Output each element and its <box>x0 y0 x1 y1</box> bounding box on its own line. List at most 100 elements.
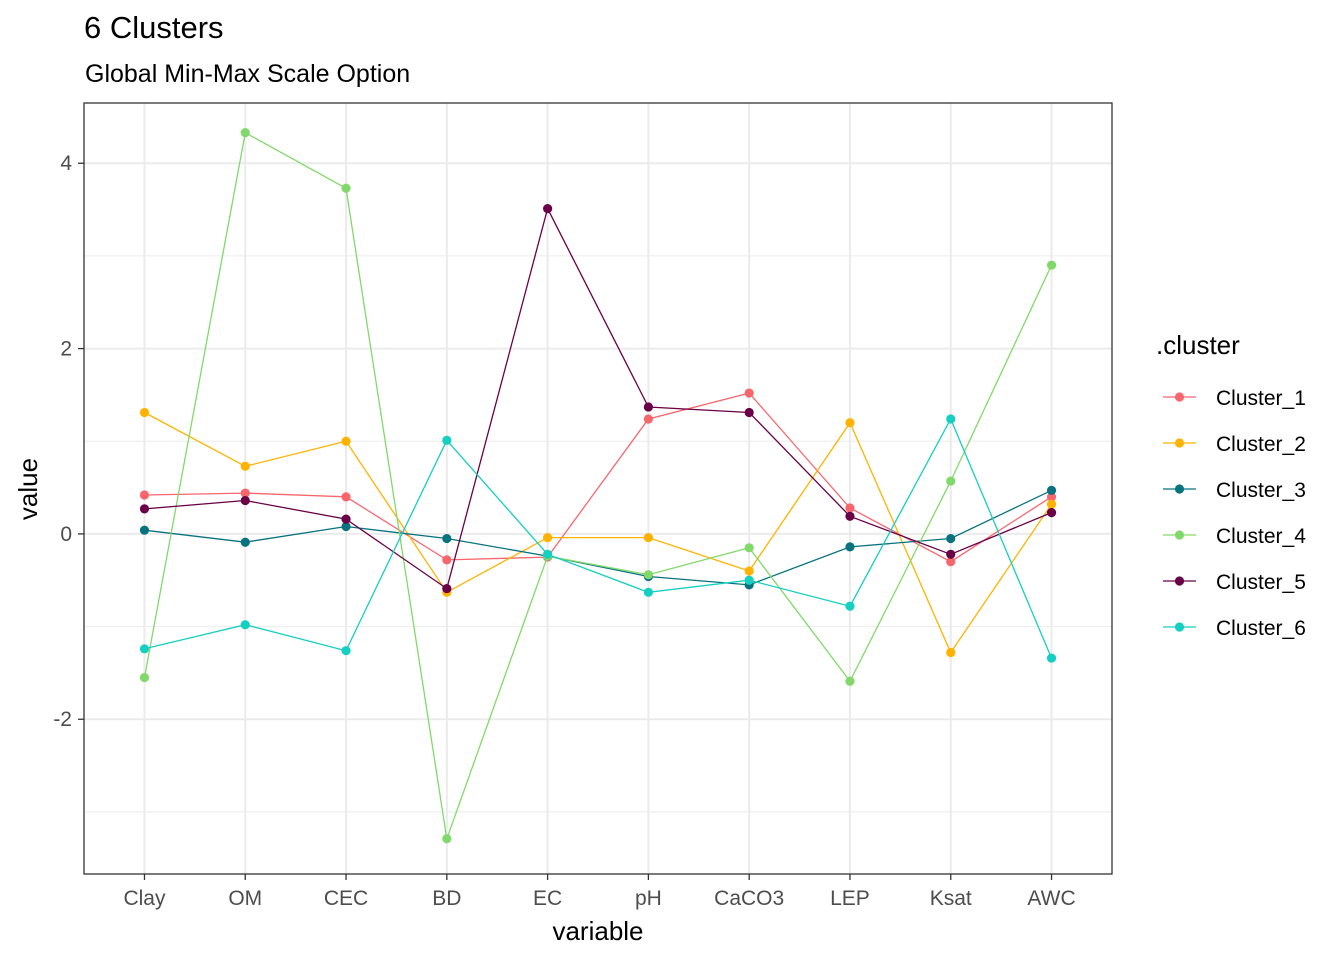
data-point <box>442 555 452 565</box>
legend-point <box>1174 576 1185 586</box>
series-line <box>144 417 1053 659</box>
x-tick-label: Ksat <box>930 887 972 910</box>
data-point <box>845 511 855 521</box>
legend-item-cluster-2: Cluster_2 <box>1163 433 1306 456</box>
plot-border <box>83 102 1113 875</box>
data-point <box>139 490 150 500</box>
series-cluster-5 <box>139 204 1057 594</box>
chart-subtitle: Global Min-Max Scale Option <box>85 60 411 88</box>
data-point <box>240 495 250 506</box>
data-point <box>341 183 351 193</box>
x-tick-label: Clay <box>123 887 166 910</box>
data-point <box>1046 485 1057 495</box>
data-point <box>240 461 250 471</box>
data-point <box>643 570 653 580</box>
data-point <box>845 542 855 552</box>
x-tick-label: CEC <box>324 887 368 910</box>
data-point <box>543 204 553 214</box>
grid-lines <box>84 103 1112 874</box>
x-tick-label: OM <box>228 887 262 910</box>
data-point <box>1046 507 1057 518</box>
data-point <box>139 407 150 418</box>
data-point <box>643 587 653 597</box>
data-point <box>946 414 956 424</box>
data-point <box>744 566 754 576</box>
chart-title: 6 Clusters <box>84 10 224 45</box>
series-cluster-4 <box>139 128 1057 844</box>
data-point <box>442 583 452 594</box>
legend-item-cluster-4: Cluster_4 <box>1163 525 1306 548</box>
data-point <box>543 549 553 559</box>
x-axis-title: variable <box>552 916 643 946</box>
data-point <box>341 521 351 532</box>
data-point <box>744 575 754 585</box>
series-cluster-6 <box>139 414 1057 663</box>
data-point <box>845 503 855 513</box>
data-point <box>1046 260 1057 270</box>
series-line <box>143 131 1053 840</box>
legend-item-cluster-3: Cluster_3 <box>1163 479 1306 502</box>
series-layer <box>139 128 1057 844</box>
data-point <box>240 128 250 138</box>
axes: -2 0 2 4 Clay OM CEC BD EC pH CaCO3 LEP Ksat AWC <box>53 152 1075 910</box>
data-point <box>442 435 452 445</box>
legend-item-cluster-1: Cluster_1 <box>1163 387 1306 410</box>
data-point <box>1046 653 1057 663</box>
series-cluster-2 <box>139 407 1057 658</box>
legend-point <box>1174 438 1185 448</box>
y-tick-label: 2 <box>60 338 72 361</box>
data-point <box>341 436 351 446</box>
data-point <box>341 514 351 524</box>
y-axis-title: value <box>13 458 43 520</box>
data-point <box>341 492 351 502</box>
data-point <box>845 676 855 686</box>
data-point <box>442 533 452 544</box>
legend-title: .cluster <box>1156 330 1240 360</box>
data-point <box>643 533 653 543</box>
data-point <box>946 549 956 559</box>
legend-label: Cluster_3 <box>1216 479 1306 502</box>
y-tick-label: -2 <box>53 708 72 731</box>
data-point <box>1046 499 1057 509</box>
y-tick-label: 4 <box>60 152 72 175</box>
series-line <box>144 489 1052 586</box>
x-tick-label: LEP <box>830 887 870 910</box>
legend-label: Cluster_2 <box>1216 433 1306 456</box>
legend-label: Cluster_5 <box>1216 571 1306 594</box>
legend-item-cluster-5: Cluster_5 <box>1163 571 1306 594</box>
data-point <box>946 647 956 658</box>
x-tick-label: pH <box>635 887 662 910</box>
data-point <box>946 557 956 567</box>
x-tick-label: CaCO3 <box>714 887 784 910</box>
data-point <box>543 533 553 543</box>
legend-label: Cluster_6 <box>1216 617 1306 640</box>
data-point <box>643 402 653 412</box>
legend-point <box>1174 392 1185 402</box>
y-tick-label: 0 <box>60 523 72 546</box>
data-point <box>139 644 150 654</box>
data-point <box>240 537 250 547</box>
data-point <box>240 488 250 498</box>
data-point <box>442 834 452 844</box>
data-point <box>240 620 250 630</box>
series-line <box>144 206 1052 590</box>
x-tick-label: AWC <box>1027 887 1075 910</box>
data-point <box>744 543 754 553</box>
legend: .cluster Cluster_1 Cluster_2 Cluster_3 Clus… <box>1156 330 1306 640</box>
data-point <box>643 414 653 424</box>
legend-item-cluster-6: Cluster_6 <box>1163 617 1306 640</box>
data-point <box>946 476 956 486</box>
data-point <box>744 407 754 418</box>
data-point <box>946 533 956 544</box>
data-point <box>341 646 351 656</box>
data-point <box>139 504 150 514</box>
data-point <box>139 525 150 535</box>
legend-point <box>1174 530 1185 540</box>
data-point <box>744 388 754 398</box>
legend-label: Cluster_1 <box>1216 387 1306 410</box>
data-point <box>845 601 855 611</box>
x-tick-label: EC <box>533 887 562 910</box>
data-point <box>139 672 150 683</box>
x-tick-label: BD <box>432 887 461 910</box>
